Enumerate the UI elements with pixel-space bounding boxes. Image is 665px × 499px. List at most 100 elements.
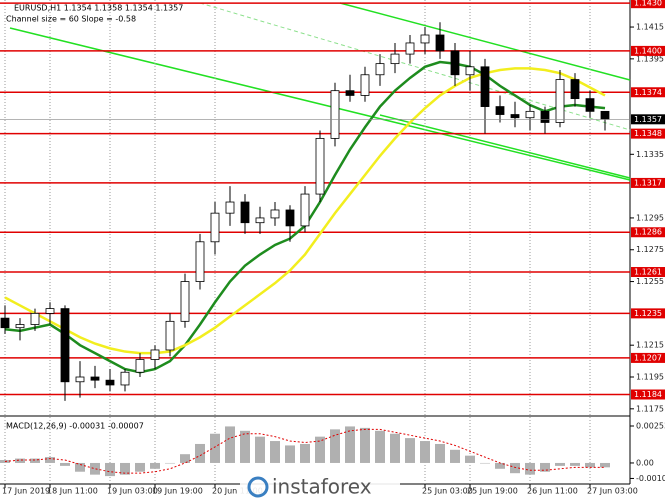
macd-bar [435, 443, 445, 463]
watermark-logo [247, 476, 269, 498]
candle-body [75, 376, 85, 383]
annotation: Channel size = 60 Slope = -0.58 [6, 15, 136, 24]
macd-bar [90, 462, 100, 475]
y-tick-label: 1.1335 [636, 150, 664, 159]
macd-bar [75, 462, 85, 472]
level-label: 1.1184 [634, 390, 662, 399]
level-label-box [631, 389, 665, 400]
y-tick-label: -0.00106 [636, 474, 665, 483]
candle-body [270, 209, 280, 219]
macd-bar [585, 462, 595, 468]
candle-body [255, 217, 265, 224]
watermark: instaforex [240, 475, 400, 499]
level-label-box [631, 87, 665, 98]
candle-body [90, 376, 100, 381]
candle-body [105, 379, 115, 386]
y-tick-label: 1.1255 [636, 277, 664, 286]
candle-body [555, 79, 565, 123]
macd-bar [195, 443, 205, 463]
macd-bar [270, 441, 280, 463]
x-tick-label: 19 Jun 19:00 [152, 487, 203, 496]
candle-body [0, 317, 10, 329]
candle-body [315, 137, 325, 195]
macd-bar [135, 462, 145, 472]
candle-body [30, 312, 40, 325]
level-label-box [631, 352, 665, 363]
candle-body [210, 212, 220, 243]
macd-bar [120, 462, 130, 475]
candle-body [585, 98, 595, 112]
candle-body [495, 106, 505, 115]
moving-average [4, 67, 606, 355]
y-tick-label: 1.1215 [636, 341, 664, 350]
x-tick-label: 19 Jun 03:00 [107, 487, 158, 496]
level-label: 1.1261 [634, 268, 662, 277]
macd-bar [420, 441, 430, 463]
macd-bar [210, 433, 220, 463]
chart-title: EURUSD,H1 1.1354 1.1358 1.1354 1.1357 [14, 4, 183, 13]
macd-bar [45, 457, 55, 463]
watermark-bg [240, 478, 400, 499]
macd-bar [375, 430, 385, 463]
level-label-box [631, 45, 665, 56]
candle-body [330, 90, 340, 139]
candle-body [195, 241, 205, 282]
macd-title: MACD(12,26,9) -0.00031 -0.00007 [6, 422, 144, 431]
macd-bar [450, 449, 460, 463]
level-label-box [631, 227, 665, 238]
candle-body [600, 110, 610, 120]
level-label: 1.1317 [634, 178, 662, 187]
candle-body [120, 371, 130, 386]
candle-body [360, 74, 370, 96]
macd-bar [525, 462, 535, 475]
candle-body [420, 34, 430, 44]
candle-body [570, 79, 580, 100]
macd-bar [315, 436, 325, 463]
macd-bar [600, 462, 610, 468]
y-tick-label: 0.00253 [636, 421, 665, 430]
candle-body [510, 114, 520, 119]
macd-bar [60, 462, 70, 466]
macd-bar [480, 462, 490, 464]
x-tick-label: 27 Jun 03:00 [587, 487, 638, 496]
x-tick-label: 18 Jun 11:00 [47, 487, 98, 496]
x-tick-label: 26 Jun 11:00 [527, 487, 578, 496]
level-label-box [631, 0, 665, 9]
macd-panel: 0.00253 0.00 -0.00106 [0, 421, 665, 483]
x-tick-label: 17 Jun 2019 [2, 487, 50, 496]
candle-body [300, 193, 310, 227]
macd-bar [225, 426, 235, 463]
candle-body [435, 34, 445, 52]
level-label-box [631, 308, 665, 319]
macd-bar [240, 430, 250, 463]
level-label: 1.1374 [634, 88, 662, 97]
level-label-box [631, 177, 665, 188]
candle-body [390, 53, 400, 65]
macd-bar [570, 462, 580, 466]
macd-bar [390, 433, 400, 463]
watermark-text: instaforex [272, 475, 372, 499]
macd-bar [180, 454, 190, 463]
y-tick-label: 1.1175 [636, 404, 664, 413]
candle-body [240, 201, 250, 224]
macd-bar [165, 462, 175, 464]
macd-bar [345, 426, 355, 463]
level-label: 1.1348 [634, 129, 662, 138]
macd-bar [540, 462, 550, 472]
candle-body [405, 42, 415, 55]
x-tick-label: 25 Jun 19:00 [467, 487, 518, 496]
macd-bar [15, 458, 25, 463]
y-tick-label: 0.00 [636, 458, 654, 467]
macd-bar [510, 462, 520, 474]
y-tick-label: 1.1395 [636, 54, 664, 63]
macd-bar [105, 462, 115, 477]
x-tick-label: 25 Jun 03:00 [422, 487, 473, 496]
candle-body [480, 66, 490, 107]
candle-body [345, 90, 355, 96]
candle-body [45, 308, 55, 314]
level-label: 1.1286 [634, 228, 662, 237]
macd-bar [360, 427, 370, 463]
candle-body [540, 110, 550, 123]
candle-body [465, 66, 475, 76]
candle-body [375, 63, 385, 76]
